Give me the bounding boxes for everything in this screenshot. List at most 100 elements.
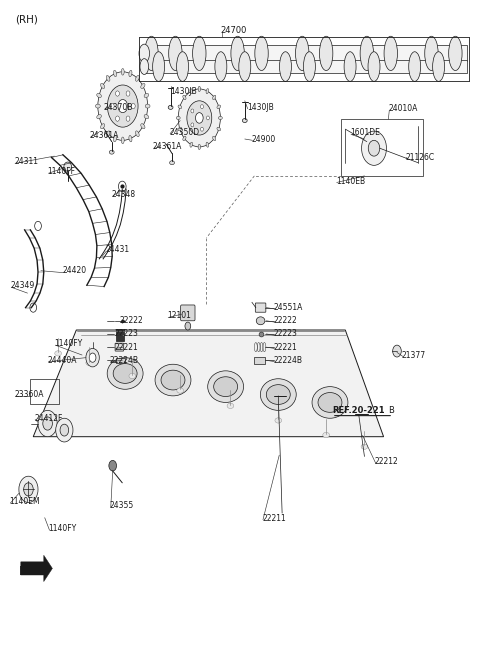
Circle shape xyxy=(110,104,114,109)
Text: FR.: FR. xyxy=(19,564,42,578)
Ellipse shape xyxy=(190,142,192,147)
Text: 24361A: 24361A xyxy=(153,143,182,151)
Circle shape xyxy=(201,127,204,131)
Ellipse shape xyxy=(144,93,149,98)
Circle shape xyxy=(43,417,52,430)
Ellipse shape xyxy=(183,136,186,141)
Text: 24412F: 24412F xyxy=(34,414,62,423)
Ellipse shape xyxy=(129,135,132,142)
Text: 24551A: 24551A xyxy=(274,303,303,312)
Text: 1430JB: 1430JB xyxy=(247,103,274,112)
FancyBboxPatch shape xyxy=(255,303,266,312)
Circle shape xyxy=(201,105,204,109)
Ellipse shape xyxy=(218,116,222,119)
Circle shape xyxy=(35,221,41,230)
Ellipse shape xyxy=(55,350,61,356)
Circle shape xyxy=(126,91,130,96)
Ellipse shape xyxy=(177,388,183,393)
Text: 12101: 12101 xyxy=(167,311,191,320)
Ellipse shape xyxy=(239,51,251,81)
Text: (RH): (RH) xyxy=(15,14,38,24)
Circle shape xyxy=(86,348,99,367)
Circle shape xyxy=(187,101,212,135)
Ellipse shape xyxy=(168,106,173,110)
Ellipse shape xyxy=(449,36,462,71)
Text: 22223: 22223 xyxy=(115,329,138,339)
Ellipse shape xyxy=(217,105,221,109)
Circle shape xyxy=(89,353,96,362)
Ellipse shape xyxy=(303,51,315,81)
Circle shape xyxy=(24,483,33,496)
Polygon shape xyxy=(21,555,52,581)
Ellipse shape xyxy=(344,51,356,81)
Circle shape xyxy=(126,116,130,121)
Ellipse shape xyxy=(169,161,174,165)
Ellipse shape xyxy=(361,444,368,449)
Ellipse shape xyxy=(318,393,342,412)
Ellipse shape xyxy=(161,370,185,390)
Circle shape xyxy=(60,424,69,436)
Text: 22221: 22221 xyxy=(274,343,297,352)
Ellipse shape xyxy=(296,36,309,71)
Ellipse shape xyxy=(145,104,150,108)
Ellipse shape xyxy=(113,364,137,383)
Text: REF.20-221: REF.20-221 xyxy=(332,406,384,415)
Bar xyxy=(254,357,265,364)
Circle shape xyxy=(191,123,194,127)
Ellipse shape xyxy=(97,115,101,119)
Polygon shape xyxy=(33,330,384,437)
Text: 24010A: 24010A xyxy=(388,104,418,114)
Ellipse shape xyxy=(227,403,234,409)
FancyBboxPatch shape xyxy=(180,305,195,321)
Ellipse shape xyxy=(129,71,132,77)
Circle shape xyxy=(116,91,120,96)
Ellipse shape xyxy=(208,371,243,403)
Text: 22224B: 22224B xyxy=(110,356,139,365)
Text: 1140EB: 1140EB xyxy=(336,177,365,185)
Ellipse shape xyxy=(135,131,139,137)
Text: 24355: 24355 xyxy=(110,501,134,510)
Circle shape xyxy=(119,181,126,191)
Ellipse shape xyxy=(432,51,444,81)
Ellipse shape xyxy=(107,358,143,389)
Text: 24900: 24900 xyxy=(252,135,276,143)
Text: 22221: 22221 xyxy=(115,343,138,352)
Circle shape xyxy=(368,141,380,156)
Ellipse shape xyxy=(231,36,244,71)
Bar xyxy=(340,119,423,176)
Ellipse shape xyxy=(242,119,247,123)
Text: B: B xyxy=(388,406,394,415)
Text: 24431: 24431 xyxy=(105,245,129,254)
Bar xyxy=(116,358,125,363)
Text: 21126C: 21126C xyxy=(405,153,434,162)
Ellipse shape xyxy=(100,83,105,88)
Circle shape xyxy=(116,116,120,121)
Text: 24348: 24348 xyxy=(112,190,136,199)
Ellipse shape xyxy=(213,95,216,100)
Ellipse shape xyxy=(64,162,72,172)
Circle shape xyxy=(108,85,138,127)
Text: 1601DE: 1601DE xyxy=(350,128,380,137)
Ellipse shape xyxy=(129,374,136,379)
Ellipse shape xyxy=(178,127,182,131)
Ellipse shape xyxy=(206,142,209,147)
Bar xyxy=(116,329,124,341)
Circle shape xyxy=(132,104,135,109)
Ellipse shape xyxy=(192,36,206,71)
Circle shape xyxy=(206,116,209,120)
Text: 24349: 24349 xyxy=(10,280,35,290)
Ellipse shape xyxy=(275,418,282,423)
Text: 24700: 24700 xyxy=(221,26,247,35)
Ellipse shape xyxy=(279,51,291,81)
Ellipse shape xyxy=(113,135,117,142)
Ellipse shape xyxy=(320,36,333,71)
Ellipse shape xyxy=(323,432,329,438)
Ellipse shape xyxy=(106,75,110,81)
Ellipse shape xyxy=(113,71,117,77)
Text: 1140FY: 1140FY xyxy=(54,339,83,348)
Text: 1140FY: 1140FY xyxy=(48,525,77,533)
Circle shape xyxy=(361,131,386,166)
Ellipse shape xyxy=(106,131,110,137)
Ellipse shape xyxy=(206,88,209,94)
Text: 24311: 24311 xyxy=(14,157,38,166)
